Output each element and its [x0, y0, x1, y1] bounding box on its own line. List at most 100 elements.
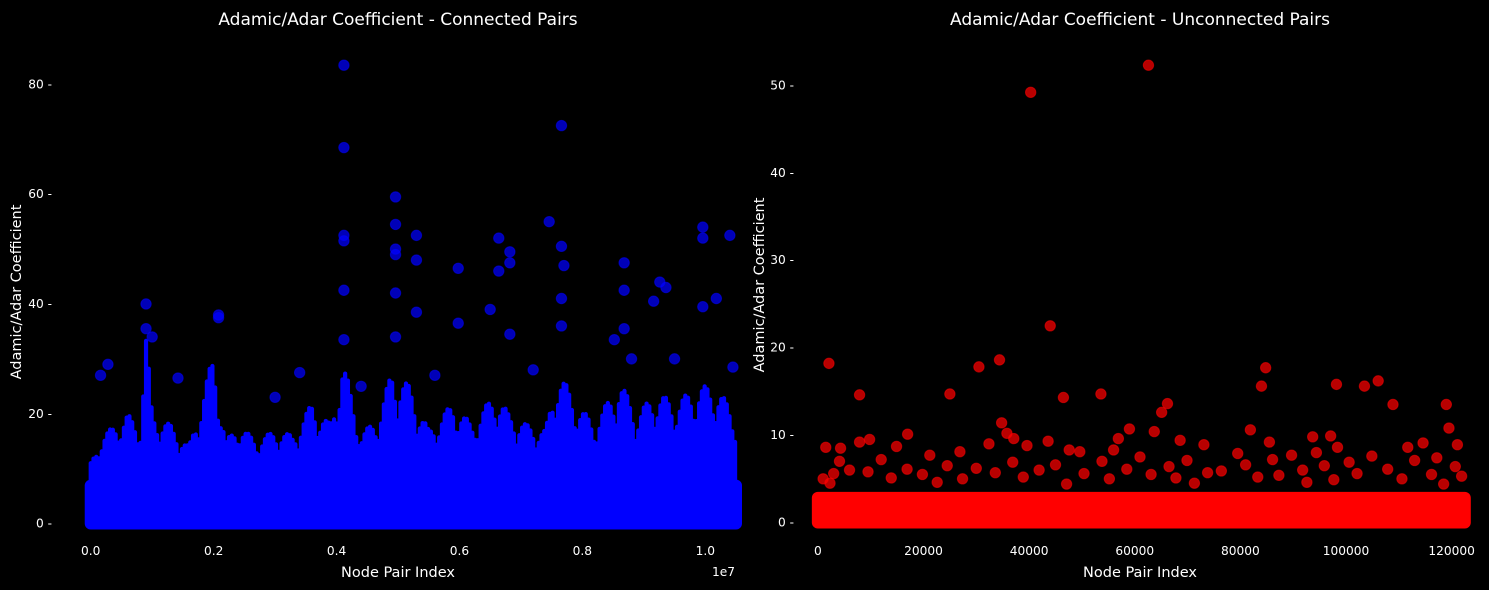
- scatter-point-unconnected: [1103, 473, 1116, 485]
- scatter-point-unconnected: [995, 417, 1008, 429]
- scatter-point-unconnected: [1366, 450, 1378, 462]
- scatter-points-connected: [84, 59, 742, 530]
- scatter-point-connected: [527, 364, 539, 376]
- x-axis-label-connected: Node Pair Index: [341, 565, 455, 581]
- scatter-point-unconnected: [1443, 422, 1455, 434]
- y-axis-label-connected: Adamic/Adar Coefficient: [9, 204, 25, 379]
- scatter-point-connected: [697, 301, 709, 313]
- scatter-point-unconnected: [931, 476, 943, 488]
- scatter-point-connected: [555, 320, 568, 332]
- scatter-point-unconnected: [1255, 380, 1268, 392]
- scatter-point-unconnected: [1112, 432, 1125, 445]
- scatter-point-unconnected: [1107, 444, 1120, 456]
- scatter-point-unconnected: [1232, 447, 1244, 460]
- y-tick-label-unconnected: 30 -: [770, 253, 794, 267]
- y-tick-label-connected: 60 -: [28, 187, 52, 201]
- y-tick-label-unconnected: 50 -: [770, 78, 794, 92]
- scatter-point-connected: [389, 331, 402, 343]
- scatter-point-unconnected: [973, 361, 985, 373]
- scatter-point-unconnected: [1372, 375, 1384, 387]
- scatter-point-unconnected: [1021, 439, 1033, 452]
- scatter-point-unconnected: [1095, 388, 1107, 400]
- scatter-point-unconnected: [970, 462, 982, 475]
- scatter-point-connected: [625, 353, 638, 365]
- scatter-point-unconnected: [823, 357, 835, 370]
- scatter-point-unconnected: [1285, 449, 1298, 461]
- scatter-point-connected: [389, 248, 402, 261]
- scatter-point-unconnected: [1301, 476, 1313, 488]
- scatter-point-connected: [452, 262, 464, 274]
- scatter-point-unconnected: [1148, 425, 1160, 438]
- scatter-point-unconnected: [1259, 362, 1272, 374]
- y-tick-label-unconnected: 40 -: [770, 166, 794, 180]
- scatter-point-connected: [140, 322, 152, 335]
- y-tick-label-unconnected: 20 -: [770, 341, 794, 355]
- scatter-point-connected: [727, 361, 739, 373]
- scatter-point-unconnected: [1343, 456, 1355, 468]
- scatter-point-unconnected: [1387, 398, 1399, 411]
- scatter-point-connected: [140, 298, 152, 310]
- scatter-point-connected: [710, 292, 723, 305]
- x-tick-label-unconnected: 80000: [1221, 544, 1260, 558]
- scatter-point-unconnected: [1063, 444, 1075, 456]
- scatter-point-unconnected: [989, 466, 1001, 479]
- scatter-point-connected: [555, 119, 568, 132]
- x-tick-label-connected: 1.0: [696, 544, 715, 558]
- scatter-point-unconnected: [1431, 452, 1443, 464]
- scatter-point-unconnected: [901, 428, 914, 440]
- scatter-point-unconnected: [901, 463, 913, 475]
- scatter-point-unconnected: [827, 467, 840, 480]
- axis-ticks-connected: 0 - 20 - 40 - 60 - 80 - 0.0 0.2 0.4 0.6 0.8 1.0: [28, 77, 715, 558]
- scatter-point-unconnected: [1057, 391, 1070, 404]
- scatter-point-unconnected: [1123, 423, 1136, 435]
- x-axis-offset-label: 1e7: [712, 565, 735, 579]
- x-tick-label-unconnected: 60000: [1115, 544, 1154, 558]
- scatter-point-unconnected: [1331, 441, 1344, 454]
- scatter-point-connected: [429, 369, 441, 382]
- scatter-point-unconnected: [1121, 463, 1133, 475]
- scatter-point-unconnected: [941, 459, 953, 472]
- scatter-point-unconnected: [863, 433, 876, 446]
- scatter-point-connected: [389, 287, 402, 299]
- y-tick-label-connected: 0 -: [36, 517, 52, 531]
- scatter-point-connected: [543, 215, 555, 228]
- scatter-point-connected: [338, 333, 350, 346]
- scatter-point-unconnected: [1437, 478, 1450, 490]
- scatter-point-unconnected: [1215, 465, 1228, 477]
- scatter-point-connected: [608, 333, 621, 346]
- scatter-point-unconnected: [824, 477, 836, 489]
- scatter-point-unconnected: [1155, 406, 1168, 419]
- scatter-point-unconnected: [1198, 438, 1210, 451]
- scatter-point-unconnected: [1163, 460, 1175, 473]
- scatter-point-unconnected: [1425, 468, 1438, 481]
- x-tick-label-connected: 0.6: [450, 544, 469, 558]
- chart-title-connected: Adamic/Adar Coefficient - Connected Pair…: [218, 10, 577, 30]
- scatter-point-unconnected: [1074, 445, 1086, 458]
- scatter-point-connected: [338, 284, 350, 296]
- scatter-point-unconnected: [833, 455, 846, 468]
- scatter-point-connected: [94, 369, 107, 382]
- scatter-point-unconnected: [1440, 398, 1453, 411]
- connected-pairs-chart: Adamic/Adar Coefficient - Connected Pair…: [9, 10, 742, 581]
- scatter-point-connected: [558, 259, 570, 272]
- scatter-point-connected: [410, 306, 423, 318]
- scatter-point-unconnected: [1358, 380, 1371, 392]
- scatter-point-connected: [172, 372, 184, 384]
- scatter-point-connected: [338, 141, 350, 154]
- scatter-point-unconnected: [1244, 424, 1257, 436]
- scatter-point-connected: [647, 295, 660, 307]
- scatter-point-connected: [504, 257, 516, 269]
- scatter-point-connected: [493, 232, 505, 244]
- scatter-point-unconnected: [1161, 397, 1174, 410]
- scatter-point-unconnected: [875, 453, 887, 466]
- x-tick-label-unconnected: 20000: [904, 544, 943, 558]
- scatter-point-unconnected: [1252, 471, 1264, 483]
- scatter-point-unconnected: [1449, 460, 1461, 473]
- y-tick-label-unconnected: 10 -: [770, 428, 794, 442]
- scatter-point-unconnected: [1049, 459, 1062, 471]
- scatter-point-connected: [338, 235, 350, 247]
- scatter-point-connected: [389, 218, 402, 231]
- y-axis-label-unconnected: Adamic/Adar Coefficient: [752, 197, 768, 372]
- scatter-point-connected: [504, 246, 516, 258]
- scatter-point-unconnected: [1296, 464, 1309, 476]
